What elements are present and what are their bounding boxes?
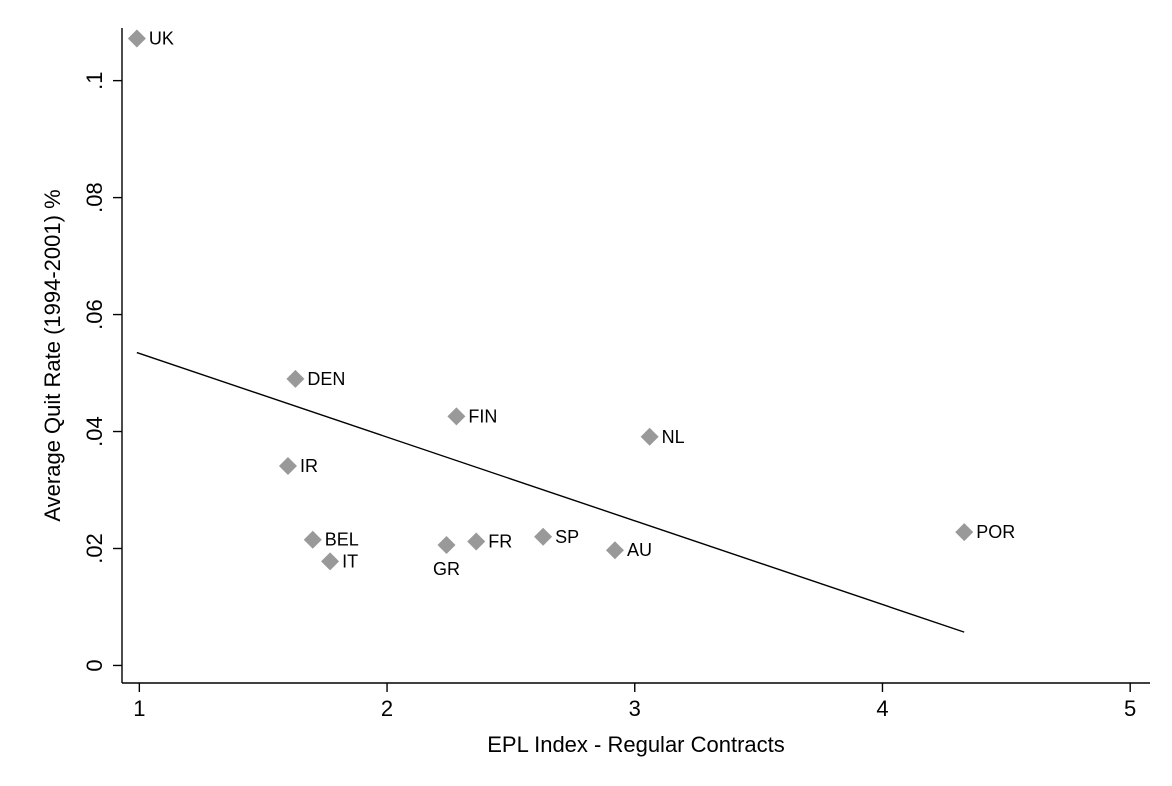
data-point: AU [605, 540, 652, 560]
y-tick-label: .1 [82, 71, 107, 89]
diamond-marker [321, 552, 340, 571]
data-point: NL [640, 427, 685, 447]
y-tick-label: .06 [82, 299, 107, 330]
point-label: NL [662, 427, 685, 447]
diamond-marker [467, 532, 486, 551]
data-point: DEN [286, 369, 345, 389]
diamond-marker [605, 541, 624, 560]
data-point: IR [278, 456, 318, 476]
x-tick-label: 3 [629, 696, 641, 721]
x-tick-label: 5 [1124, 696, 1136, 721]
diamond-marker [286, 369, 305, 388]
y-tick-label: .08 [82, 182, 107, 213]
diamond-marker [437, 535, 456, 554]
data-point: FIN [447, 406, 497, 426]
point-label: DEN [307, 369, 345, 389]
point-label: IT [342, 551, 358, 571]
y-tick-label: 0 [82, 659, 107, 671]
data-point: BEL [303, 530, 359, 550]
point-label: IR [300, 456, 318, 476]
point-label: AU [627, 540, 652, 560]
point-label: SP [555, 527, 579, 547]
diamond-marker [127, 29, 146, 48]
point-label: FR [488, 531, 512, 551]
fitted-line [136, 351, 965, 633]
diamond-marker [534, 527, 553, 546]
y-axis-title: Average Quit Rate (1994-2001) % [40, 189, 65, 521]
data-point: FR [467, 531, 512, 551]
data-point: IT [321, 551, 358, 571]
point-label: UK [149, 29, 174, 49]
fit-line-group [136, 351, 965, 633]
point-label: BEL [325, 530, 359, 550]
y-tick-label: .04 [82, 416, 107, 447]
data-point: POR [955, 522, 1015, 542]
data-point: SP [534, 527, 579, 547]
diamond-marker [640, 427, 659, 446]
y-tick-label: .02 [82, 533, 107, 564]
x-tick-label: 2 [381, 696, 393, 721]
diamond-marker [447, 407, 466, 426]
data-point: GR [433, 535, 460, 579]
diamond-marker [278, 457, 297, 476]
diamond-marker [955, 523, 974, 542]
point-label: GR [433, 559, 460, 579]
point-label: FIN [468, 406, 497, 426]
axes: 1 2 3 4 5 0 .02 .04 .06 .08 .1 [82, 28, 1150, 721]
point-label: POR [976, 522, 1015, 542]
x-axis-title: EPL Index - Regular Contracts [487, 732, 785, 757]
data-point: UK [127, 29, 174, 49]
x-tick-label: 4 [876, 696, 888, 721]
x-tick-label: 1 [133, 696, 145, 721]
diamond-marker [303, 530, 322, 549]
